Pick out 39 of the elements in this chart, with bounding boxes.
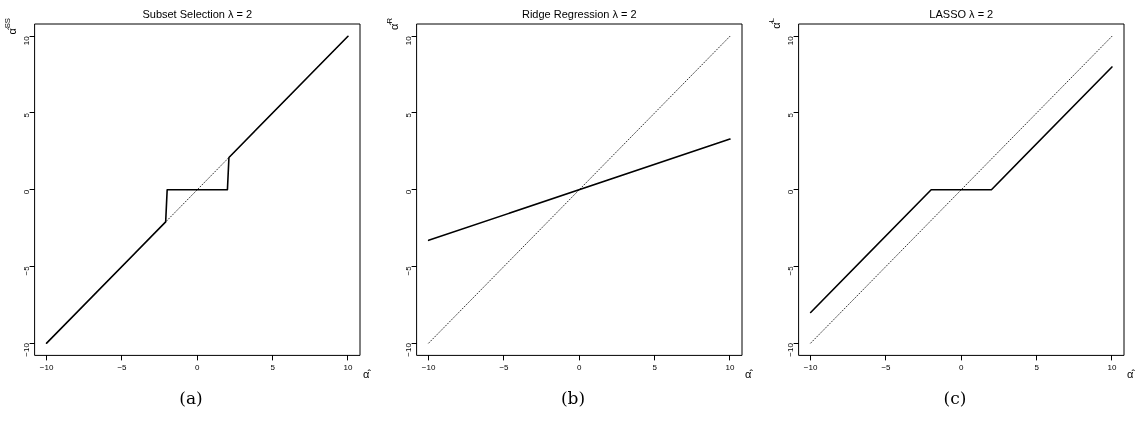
y-tick-label: −10 (403, 342, 413, 357)
y-tick-label: 5 (403, 112, 413, 118)
x-tick-label: −10 (421, 363, 436, 373)
y-tick-label: 5 (21, 112, 31, 118)
y-tick-label: −5 (403, 265, 413, 276)
text: (c) (942, 388, 968, 408)
y-tick-label: −5 (21, 265, 31, 276)
text: (b) (559, 388, 587, 408)
y-tick-label: 10 (21, 35, 31, 46)
y-tick-label: −10 (785, 342, 795, 357)
text: (a) (178, 388, 204, 408)
x-tick-label: 0 (195, 363, 201, 373)
x-tick-label: −10 (803, 363, 818, 373)
x-tick-label: −5 (499, 363, 510, 373)
x-axis-title: α̂ (745, 368, 754, 381)
x-tick-label: 0 (577, 363, 583, 373)
x-axis-title: α̂ (363, 368, 372, 381)
chart-title: LASSO λ = 2 (929, 7, 994, 20)
x-axis-title: α̂ (1127, 368, 1136, 381)
x-tick-label: 5 (652, 363, 658, 373)
y-tick-label: 0 (785, 189, 795, 195)
y-tick-label: 5 (785, 112, 795, 118)
y-tick-label: −10 (21, 342, 31, 357)
x-tick-label: 5 (270, 363, 276, 373)
y-tick-label: 10 (785, 35, 795, 46)
x-tick-label: 10 (343, 363, 353, 373)
x-tick-label: 5 (1034, 363, 1040, 373)
y-tick-label: −5 (785, 265, 795, 276)
y-tick-label: 10 (403, 35, 413, 46)
x-tick-label: −5 (117, 363, 128, 373)
x-tick-label: 10 (725, 363, 735, 373)
x-tick-label: 10 (1107, 363, 1117, 373)
y-tick-label: 0 (21, 189, 31, 195)
x-tick-label: −10 (39, 363, 54, 373)
chart-title: Subset Selection λ = 2 (142, 7, 253, 20)
chart-title: Ridge Regression λ = 2 (521, 7, 637, 20)
x-tick-label: −5 (881, 363, 892, 373)
y-tick-label: 0 (403, 189, 413, 195)
x-tick-label: 0 (959, 363, 965, 373)
